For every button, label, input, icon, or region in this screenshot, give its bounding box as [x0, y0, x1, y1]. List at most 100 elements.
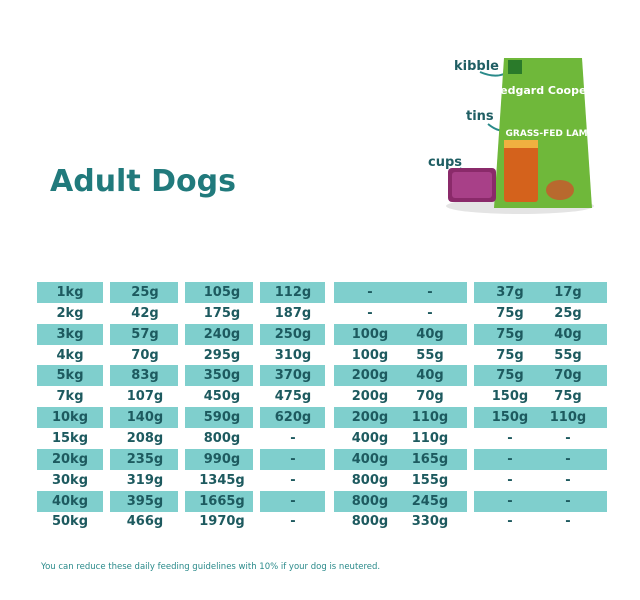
table-cell: - [565, 430, 571, 446]
table-cell: 200g [351, 410, 389, 426]
table-cell: 245g [411, 493, 449, 509]
table-cell: 475g [274, 389, 312, 405]
table-cell: 17g [554, 285, 582, 300]
table-cell: 1970g [199, 514, 245, 530]
row-stripe [474, 365, 607, 387]
table-cell: 150g [491, 389, 529, 405]
brand: edgard Cooper [500, 84, 592, 97]
row-stripe [260, 490, 325, 512]
table-cell: 55g [554, 347, 582, 363]
table-cell: - [507, 493, 513, 509]
table-cell: 10kg [51, 410, 89, 426]
table-cell: 7kg [56, 389, 84, 405]
table-cell: 25g [131, 285, 159, 300]
table-cell: - [290, 472, 296, 488]
table-cell: 295g [203, 347, 241, 363]
table-cell: 2kg [56, 305, 84, 321]
table-cell: - [565, 472, 571, 488]
table-cell: 590g [203, 410, 241, 426]
table-cell: 100g [351, 347, 389, 363]
table-cell: 70g [416, 389, 444, 405]
table-cell: 55g [416, 347, 444, 363]
row-stripe [37, 407, 103, 429]
table-cell: 40g [416, 368, 444, 384]
row-stripe [110, 490, 178, 512]
table-cell: 110g [549, 410, 587, 426]
table-cell: 75g [496, 368, 524, 384]
row-stripe [37, 490, 103, 512]
table-cell: 4kg [56, 347, 84, 363]
table-cell: 140g [126, 410, 164, 426]
cups-label: cups [428, 155, 462, 170]
table-cell: 620g [274, 410, 312, 426]
table-cell: - [290, 493, 296, 509]
table-cell: - [290, 451, 296, 467]
table-cell: 112g [274, 285, 312, 300]
row-stripe [185, 448, 253, 470]
row-stripe [260, 282, 325, 303]
table-cell: - [427, 305, 433, 321]
table-cell: 208g [126, 430, 164, 446]
row-stripe [110, 448, 178, 470]
table-cell: - [427, 285, 433, 300]
table-cell: 800g [203, 430, 241, 446]
table-cell: 42g [131, 305, 159, 321]
footnote: You can reduce these daily feeding guide… [41, 562, 381, 572]
table-cell: 165g [411, 451, 449, 467]
table-cell: 20kg [51, 451, 89, 467]
table-cell: 105g [203, 285, 241, 300]
table-cell: 1kg [56, 285, 84, 300]
table-cell: - [507, 451, 513, 467]
table-cell: - [367, 305, 373, 321]
row-stripe [37, 282, 103, 303]
row-stripe [334, 323, 467, 345]
row-stripe [474, 323, 607, 345]
row-stripe [334, 448, 467, 470]
row-stripe [185, 407, 253, 429]
table-cell: 70g [131, 347, 159, 363]
kibble-label: kibble [454, 59, 499, 74]
table-cell: - [290, 430, 296, 446]
row-stripe [185, 365, 253, 387]
table-cell: - [290, 514, 296, 530]
table-cell: 75g [496, 347, 524, 363]
table-cell: 50kg [51, 514, 89, 530]
table-cell: 990g [203, 451, 241, 467]
row-stripe [37, 365, 103, 387]
row-stripe [110, 323, 178, 345]
table-cell: 107g [126, 389, 164, 405]
table-cell: 330g [411, 514, 449, 530]
table-cell: 235g [126, 451, 164, 467]
row-stripe [185, 323, 253, 345]
recipe: GRASS-FED LAMB [506, 129, 595, 139]
table-cell: 40g [554, 326, 582, 342]
row-stripe [334, 365, 467, 387]
row-stripe [260, 448, 325, 470]
table-cell: 400g [351, 430, 389, 446]
table-cell: 400g [351, 451, 389, 467]
table-cell: - [367, 285, 373, 300]
row-stripe [185, 282, 253, 303]
row-stripe [37, 323, 103, 345]
row-stripe [474, 448, 607, 470]
table-cell: 3kg [56, 326, 84, 342]
table-cell: - [565, 451, 571, 467]
table-cell: 25g [554, 305, 582, 321]
table-cell: 450g [203, 389, 241, 405]
table-cell: 40g [416, 326, 444, 342]
table-cell: 240g [203, 326, 241, 342]
table-cell: 395g [126, 493, 164, 509]
table-cell: 40kg [51, 493, 89, 509]
table-cell: 1665g [199, 493, 245, 509]
row-stripe [474, 282, 607, 303]
title: Adult Dogs [50, 164, 236, 199]
table-cell: 1345g [199, 472, 245, 488]
table-cell: - [507, 430, 513, 446]
row-stripe [110, 407, 178, 429]
table-cell: 466g [126, 514, 164, 530]
table-cell: 155g [411, 472, 449, 488]
row-stripe [260, 407, 325, 429]
table-cell: 187g [274, 305, 312, 321]
table-cell: 75g [496, 326, 524, 342]
